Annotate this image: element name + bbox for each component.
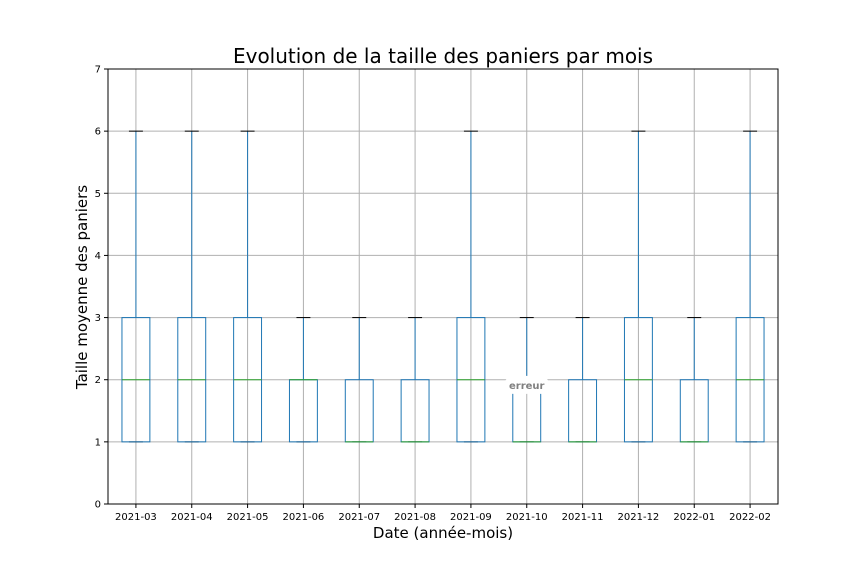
box-2021-06	[288, 317, 318, 443]
x-tick-label: 2021-04	[171, 512, 213, 523]
boxes	[121, 130, 765, 443]
x-tick-label: 2021-03	[115, 512, 157, 523]
x-tick-label: 2021-09	[450, 512, 492, 523]
y-tick-label: 4	[95, 251, 101, 262]
y-tick-label: 0	[95, 500, 101, 511]
box-2021-09	[456, 130, 486, 443]
x-tick-label: 2022-02	[729, 512, 771, 523]
y-tick-label: 2	[95, 375, 101, 386]
x-tick-label: 2021-06	[283, 512, 325, 523]
box-2021-07	[344, 317, 374, 443]
annotation-background	[504, 375, 549, 394]
x-tick-label: 2022-01	[673, 512, 715, 523]
annotation-layer: erreur	[504, 375, 549, 394]
box-2021-11	[568, 317, 598, 443]
x-axis-ticks: 2021-03 2021-04 2021-05 2021-06 2021-07 2021-…	[115, 504, 771, 523]
y-axis-ticks: 0 1 2 3 4 5 6 7	[95, 65, 108, 511]
grid-lines	[108, 68, 778, 505]
box-2021-04	[177, 130, 207, 443]
y-tick-label: 6	[95, 127, 101, 138]
x-tick-label: 2021-07	[338, 512, 380, 523]
box-2022-02	[735, 130, 765, 443]
y-tick-label: 1	[95, 437, 101, 448]
chart-title: Evolution de la taille des paniers par m…	[233, 44, 653, 68]
box-2021-03	[121, 130, 151, 443]
box-2021-08	[400, 317, 430, 443]
box-2021-05	[233, 130, 263, 443]
y-tick-label: 7	[95, 65, 101, 76]
x-axis-label: Date (année-mois)	[373, 524, 513, 542]
x-tick-label: 2021-11	[562, 512, 604, 523]
y-axis-label: Taille moyenne des paniers	[73, 185, 91, 390]
x-tick-label: 2021-08	[394, 512, 436, 523]
y-tick-label: 3	[95, 313, 101, 324]
box-2021-12	[623, 130, 653, 443]
plot-frame	[107, 68, 779, 505]
x-tick-label: 2021-05	[227, 512, 269, 523]
y-tick-label: 5	[95, 189, 101, 200]
box-2022-01	[679, 317, 709, 443]
x-tick-label: 2021-10	[506, 512, 548, 523]
x-tick-label: 2021-12	[618, 512, 660, 523]
annotation-label: erreur	[509, 381, 545, 392]
